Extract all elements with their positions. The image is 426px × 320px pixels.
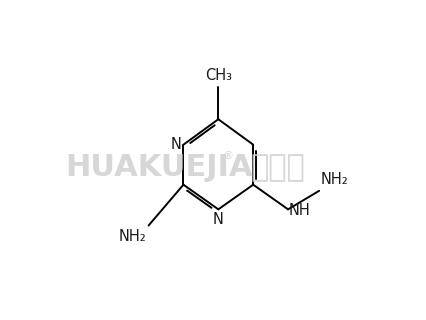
Text: CH₃: CH₃: [205, 68, 232, 83]
Text: NH₂: NH₂: [118, 229, 146, 244]
Text: ®: ®: [222, 151, 233, 161]
Text: NH₂: NH₂: [321, 172, 348, 187]
Text: 化学加: 化学加: [251, 153, 305, 182]
Text: NH: NH: [289, 203, 311, 218]
Text: HUAKUEJIA: HUAKUEJIA: [65, 153, 253, 182]
Text: N: N: [170, 137, 181, 152]
Text: N: N: [213, 212, 224, 227]
